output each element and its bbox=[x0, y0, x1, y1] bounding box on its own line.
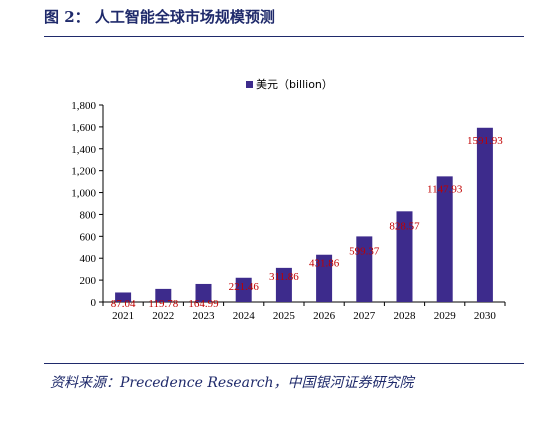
data-label: 1147.93 bbox=[427, 183, 463, 195]
bar bbox=[115, 292, 132, 302]
x-tick-label: 2026 bbox=[313, 310, 336, 322]
data-label: 828.57 bbox=[389, 220, 420, 232]
bar bbox=[195, 283, 212, 302]
y-tick-label: 200 bbox=[80, 275, 97, 287]
bar-chart: 0 200 400 600 800 1,000 1,200 1,400 1,600 1,800 20… bbox=[71, 78, 506, 322]
data-label: 87.04 bbox=[111, 298, 136, 310]
data-label: 431.86 bbox=[309, 258, 340, 270]
source-note: 资料来源：Precedence Research，中国银河证券研究院 bbox=[50, 375, 414, 391]
title-rule bbox=[44, 36, 524, 37]
x-tick-label: 2030 bbox=[474, 310, 497, 322]
bar bbox=[476, 127, 493, 303]
y-tick-label: 600 bbox=[80, 231, 97, 243]
y-tick-label: 800 bbox=[80, 209, 97, 221]
bar bbox=[235, 277, 252, 302]
y-tick-label: 1,000 bbox=[71, 188, 96, 200]
data-label: 1591.93 bbox=[467, 135, 503, 147]
x-tick-label: 2027 bbox=[353, 310, 376, 322]
x-tick-label: 2025 bbox=[273, 310, 296, 322]
bar bbox=[356, 236, 373, 302]
bar bbox=[275, 267, 292, 302]
legend-label: 美元（billion） bbox=[256, 78, 333, 91]
bar bbox=[155, 288, 172, 302]
data-label: 599.37 bbox=[349, 245, 380, 257]
x-tick-label: 2028 bbox=[394, 310, 417, 322]
x-tick-label: 2021 bbox=[112, 310, 134, 322]
x-tick-label: 2023 bbox=[193, 310, 216, 322]
y-tick-label: 0 bbox=[91, 297, 97, 309]
x-tick-label: 2024 bbox=[233, 310, 256, 322]
data-label: 164.99 bbox=[188, 298, 219, 310]
source-rule bbox=[44, 363, 524, 364]
figure-title: 图 2： 人工智能全球市场规模预测 bbox=[44, 8, 275, 26]
x-tick-label: 2022 bbox=[152, 310, 174, 322]
legend-swatch bbox=[246, 81, 253, 88]
y-tick-label: 1,400 bbox=[71, 144, 96, 156]
bar bbox=[316, 254, 333, 302]
data-label: 221.46 bbox=[229, 281, 260, 293]
bar bbox=[436, 176, 453, 302]
bar bbox=[396, 211, 413, 302]
y-tick-label: 1,800 bbox=[71, 100, 96, 112]
data-label: 119.78 bbox=[148, 298, 178, 310]
y-tick-label: 1,600 bbox=[71, 122, 96, 134]
data-label: 311.86 bbox=[269, 271, 299, 283]
y-tick-label: 400 bbox=[80, 253, 97, 265]
y-tick-label: 1,200 bbox=[71, 166, 96, 178]
x-tick-label: 2029 bbox=[434, 310, 457, 322]
